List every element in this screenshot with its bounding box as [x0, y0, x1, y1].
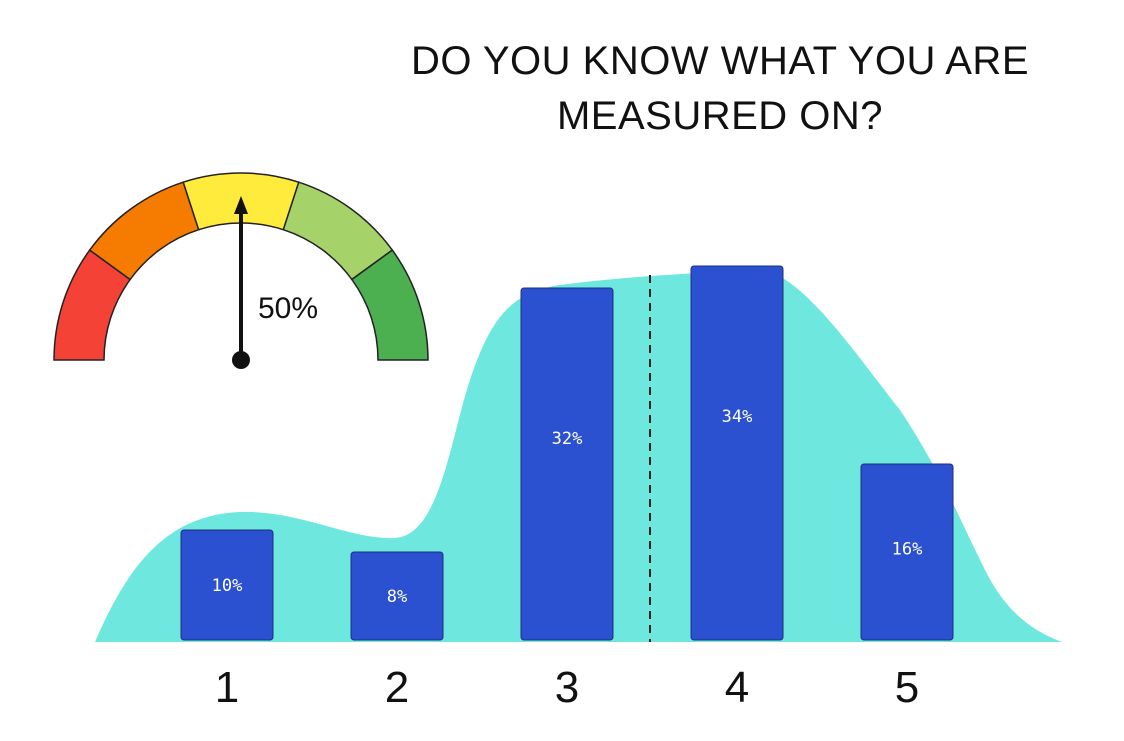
chart-title: DO YOU KNOW WHAT YOU ARE MEASURED ON? — [330, 34, 1110, 144]
chart-title-line-1: DO YOU KNOW WHAT YOU ARE — [410, 39, 1029, 83]
bar-series: 10% 1 8% 2 32% 3 34% 4 16% 5 — [180, 265, 954, 712]
bar-value-label-5: 16% — [892, 539, 923, 559]
bar-4 — [690, 265, 784, 641]
category-label-5: 5 — [895, 663, 919, 712]
bar-1 — [180, 529, 274, 641]
category-label-1: 1 — [215, 663, 239, 712]
gauge-needle-tip — [234, 196, 248, 214]
chart-title-line-2: MEASURED ON? — [556, 94, 884, 138]
bar-value-label-3: 32% — [552, 429, 583, 449]
gauge-segment-5 — [350, 249, 429, 361]
bar-value-label-2: 8% — [387, 587, 407, 607]
bar-3 — [520, 287, 614, 641]
gauge-needle-hub — [232, 351, 250, 369]
gauge-meter: 50% — [53, 172, 429, 369]
bar-value-label-4: 34% — [722, 407, 753, 427]
gauge-value-label: 50% — [258, 292, 318, 325]
category-label-3: 3 — [555, 663, 579, 712]
bar-5 — [860, 463, 954, 641]
category-label-4: 4 — [725, 663, 749, 712]
bar-value-label-1: 10% — [212, 576, 243, 596]
category-label-2: 2 — [385, 663, 409, 712]
bar-2 — [350, 551, 444, 641]
